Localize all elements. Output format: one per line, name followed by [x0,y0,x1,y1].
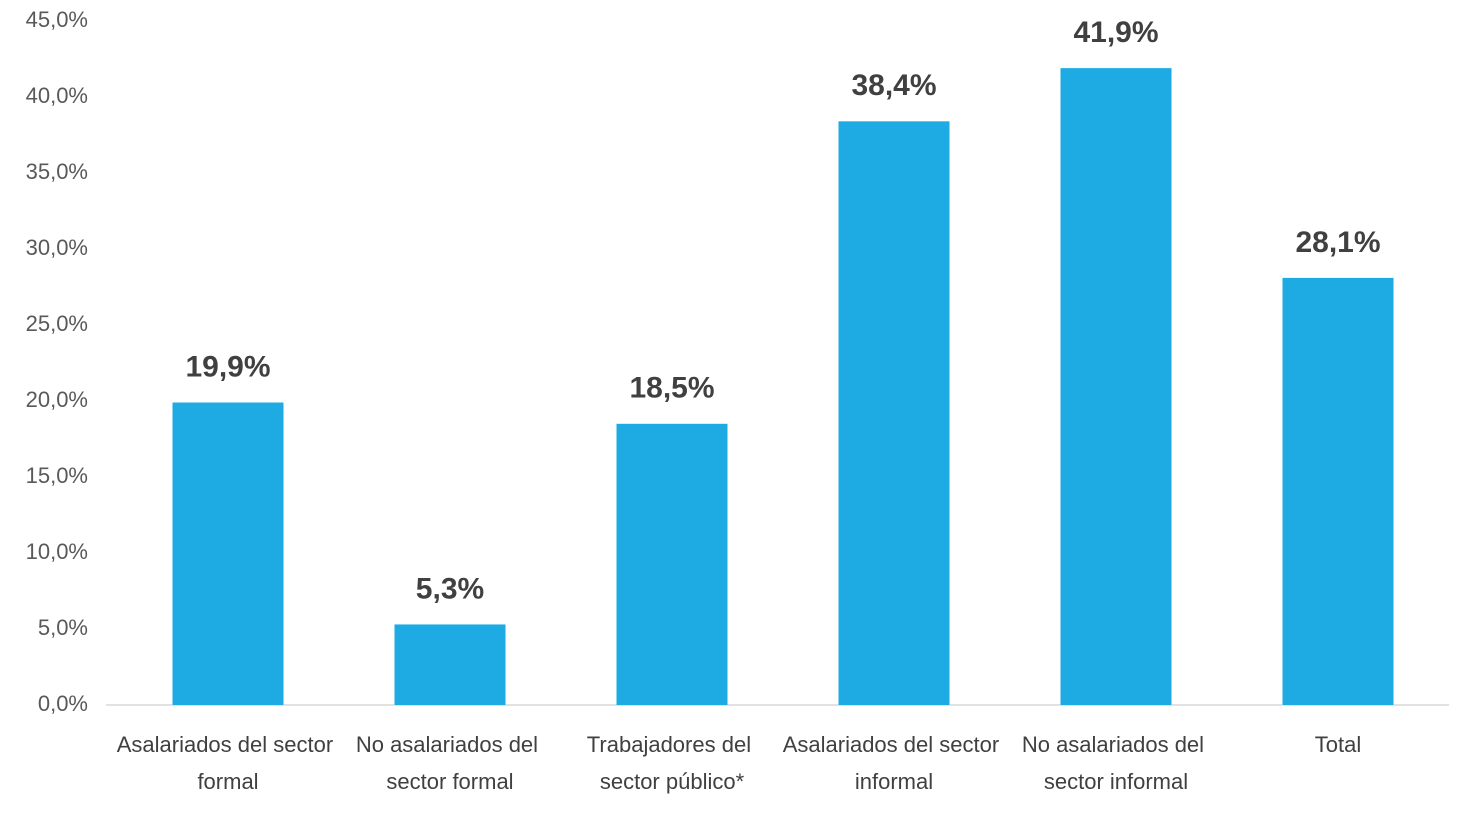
x-tick-label: Asalariados del sector formal [117,732,340,794]
y-tick-label: 35,0% [26,159,88,184]
bar [394,624,506,705]
value-label: 19,9% [185,350,270,383]
y-tick-label: 10,0% [26,539,88,564]
x-tick-label: Trabajadores del sector público* [587,732,757,794]
y-tick-label: 45,0% [26,7,88,32]
value-label: 18,5% [629,372,714,405]
bar [838,121,950,705]
y-tick-label: 0,0% [38,691,88,716]
bar [1060,68,1172,706]
y-tick-label: 5,0% [38,615,88,640]
value-label: 38,4% [851,69,936,102]
bar [1282,277,1394,705]
value-label: 5,3% [416,572,484,605]
y-tick-label: 40,0% [26,83,88,108]
value-label: 28,1% [1295,226,1380,259]
y-tick-label: 15,0% [26,463,88,488]
bar [172,402,284,705]
y-tick-label: 30,0% [26,235,88,260]
bar [616,423,728,705]
value-label: 41,9% [1073,16,1158,49]
x-tick-label: Total [1315,732,1361,757]
x-tick-label: No asalariados del sector informal [1022,732,1210,794]
y-tick-label: 20,0% [26,387,88,412]
x-tick-label: Asalariados del sector informal [783,732,1006,794]
y-tick-label: 25,0% [26,311,88,336]
x-tick-label: No asalariados del sector formal [356,732,544,794]
